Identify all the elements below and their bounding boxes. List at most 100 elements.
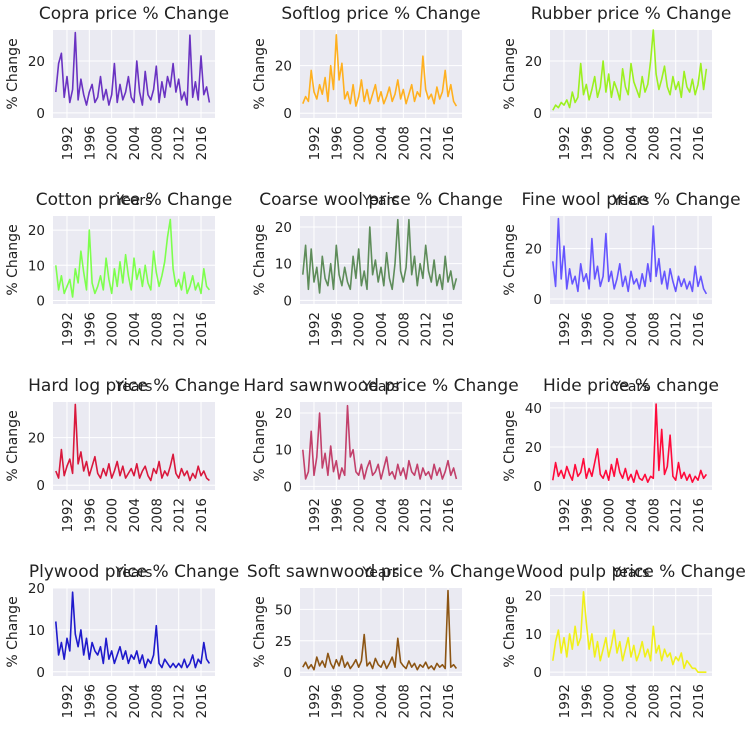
series-line xyxy=(55,31,211,106)
y-tick-label: 20 xyxy=(28,54,45,70)
x-tick-label: 2016 xyxy=(441,312,457,346)
x-axis-label: Years xyxy=(362,565,400,581)
x-tick-label: 1996 xyxy=(82,684,98,718)
x-tick-label: 1992 xyxy=(307,126,323,160)
x-tick-label: 1992 xyxy=(307,684,323,718)
x-tick-label: 1992 xyxy=(60,684,76,718)
x-tick-label: 2000 xyxy=(352,312,368,346)
x-tick-label: 2008 xyxy=(396,126,412,160)
x-axis-label: Years xyxy=(612,565,650,581)
x-axis-label: Years xyxy=(115,379,153,395)
subplot-fine-wool: 1992 1996 2000 2004 2008 2012 2016 0 20 Fine wool… xyxy=(502,190,741,395)
x-tick-label: 2000 xyxy=(105,498,121,532)
x-tick-label: 2004 xyxy=(127,312,143,346)
y-tick-label: 0 xyxy=(533,292,542,308)
x-axis-label: Years xyxy=(115,193,153,209)
x-tick-label: 2000 xyxy=(105,684,121,718)
x-tick-label: 2008 xyxy=(149,312,165,346)
series-line xyxy=(302,218,458,294)
x-tick-label: 2008 xyxy=(396,684,412,718)
y-tick-label: 20 xyxy=(525,440,542,456)
subplot-plywood: 1992 1996 2000 2004 2008 2012 2016 0 10 20Plywood… xyxy=(5,562,239,718)
x-tick-label: 2004 xyxy=(374,126,390,160)
chart-title: Softlog price % Change xyxy=(281,4,480,24)
subplot-coarse-wool: 1992 1996 2000 2004 2008 2012 2016 0 10 20 Coarse … xyxy=(252,190,503,395)
y-tick-label: 10 xyxy=(525,627,542,643)
x-tick-label: 2012 xyxy=(172,684,188,718)
x-tick-label: 2000 xyxy=(352,498,368,532)
x-tick-label: 2000 xyxy=(602,684,618,718)
x-tick-label: 2008 xyxy=(646,312,662,346)
x-tick-label: 1996 xyxy=(329,312,345,346)
y-axis-label: % Change xyxy=(502,410,518,481)
y-tick-label: 20 xyxy=(275,59,292,75)
x-tick-label: 2008 xyxy=(149,684,165,718)
chart-title: Rubber price % Change xyxy=(531,4,732,24)
y-axis-label: % Change xyxy=(252,38,268,109)
subplot-softlog: 1992 1996 2000 2004 2008 2012 2016 0 20 Softlog p… xyxy=(252,4,481,209)
x-axis-label: Years xyxy=(362,193,400,209)
chart-title: Coarse wool price % Change xyxy=(259,190,503,210)
subplot-hard-sawnwood: 1992 1996 2000 2004 2008 2012 2016 0 10 20 Hard sa… xyxy=(243,376,518,581)
x-tick-label: 2004 xyxy=(374,498,390,532)
x-tick-label: 1996 xyxy=(82,126,98,160)
x-tick-label: 2008 xyxy=(396,498,412,532)
chart-title: Hard log price % Change xyxy=(28,376,240,396)
x-tick-label: 2016 xyxy=(194,126,210,160)
y-tick-label: 20 xyxy=(275,220,292,236)
y-axis-label: % Change xyxy=(5,596,21,667)
y-tick-label: 20 xyxy=(525,54,542,70)
y-tick-label: 0 xyxy=(36,293,45,309)
y-tick-label: 10 xyxy=(275,443,292,459)
y-tick-label: 0 xyxy=(283,293,292,309)
x-tick-label: 2012 xyxy=(669,684,685,718)
x-tick-label: 2004 xyxy=(624,498,640,532)
y-tick-label: 40 xyxy=(525,401,542,417)
x-tick-label: 2000 xyxy=(352,126,368,160)
y-axis-label: % Change xyxy=(502,596,518,667)
y-tick-label: 20 xyxy=(525,589,542,605)
series-line xyxy=(552,217,708,295)
y-axis-label: % Change xyxy=(5,410,21,481)
subplot-rubber: 1992 1996 2000 2004 2008 2012 2016 0 20 Rubber pr… xyxy=(502,4,731,209)
subplot-cotton: 1992 1996 2000 2004 2008 2012 2016 0 10 20 Cotton … xyxy=(5,190,232,395)
x-tick-label: 2004 xyxy=(374,684,390,718)
x-tick-label: 1996 xyxy=(329,684,345,718)
x-tick-label: 2000 xyxy=(105,312,121,346)
x-tick-label: 2012 xyxy=(172,498,188,532)
y-axis-label: % Change xyxy=(502,38,518,109)
x-axis-label: Years xyxy=(612,379,650,395)
x-tick-label: 2016 xyxy=(441,684,457,718)
x-tick-label: 2012 xyxy=(669,498,685,532)
x-tick-label: 1992 xyxy=(307,312,323,346)
x-tick-label: 2008 xyxy=(646,126,662,160)
y-tick-label: 20 xyxy=(28,581,45,597)
x-tick-label: 2000 xyxy=(105,126,121,160)
x-tick-label: 2016 xyxy=(194,312,210,346)
chart-title: Hide price % change xyxy=(543,376,719,396)
y-tick-label: 20 xyxy=(525,242,542,258)
x-tick-label: 2008 xyxy=(646,684,662,718)
x-tick-label: 2012 xyxy=(172,312,188,346)
x-tick-label: 1996 xyxy=(82,312,98,346)
chart-title: Copra price % Change xyxy=(39,4,229,24)
series-line xyxy=(552,590,707,673)
x-tick-label: 2016 xyxy=(691,498,707,532)
x-tick-label: 2004 xyxy=(127,498,143,532)
x-tick-label: 1996 xyxy=(579,312,595,346)
x-tick-label: 2008 xyxy=(396,312,412,346)
series-line xyxy=(55,591,211,669)
y-axis-label: % Change xyxy=(252,224,268,295)
y-axis-label: % Change xyxy=(252,596,268,667)
y-tick-label: 20 xyxy=(28,431,45,447)
x-tick-label: 2004 xyxy=(127,126,143,160)
subplot-hard-log: 1992 1996 2000 2004 2008 2012 2016 0 20 Hard log … xyxy=(5,376,240,581)
x-tick-label: 1992 xyxy=(60,126,76,160)
x-tick-label: 2016 xyxy=(441,498,457,532)
subplot-wood-pulp: 1992 1996 2000 2004 2008 2012 2016 0 10 20 Wood pu… xyxy=(502,562,746,718)
x-tick-label: 2004 xyxy=(624,312,640,346)
x-tick-label: 2012 xyxy=(669,312,685,346)
x-tick-label: 2016 xyxy=(194,684,210,718)
y-tick-label: 50 xyxy=(275,602,292,618)
